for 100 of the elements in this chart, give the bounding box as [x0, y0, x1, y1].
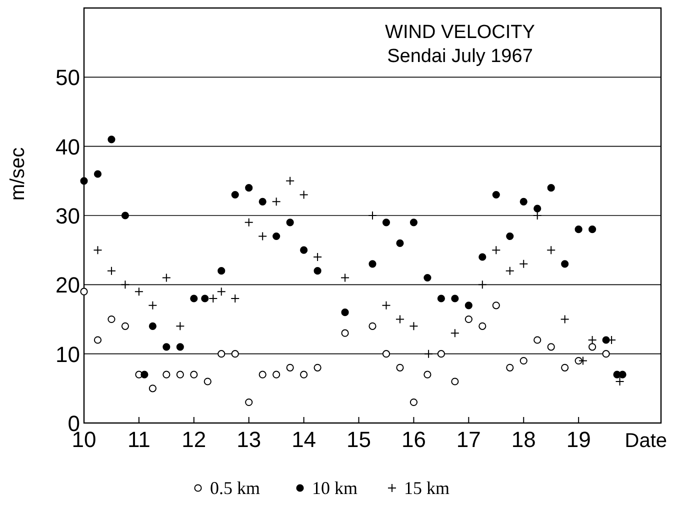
point [314, 364, 322, 372]
point [218, 267, 226, 275]
point [451, 294, 459, 302]
point [176, 370, 184, 378]
point [492, 190, 500, 199]
point [244, 218, 254, 227]
point [108, 315, 116, 324]
point [314, 267, 322, 275]
point [578, 356, 588, 366]
point [258, 232, 268, 241]
point [286, 364, 294, 372]
y-tick-label: 40 [56, 134, 80, 160]
point [134, 287, 144, 296]
point [382, 218, 390, 226]
point [561, 260, 569, 268]
legend-label: 15 km [404, 478, 450, 498]
point [162, 273, 171, 282]
point [93, 246, 102, 255]
point [286, 218, 294, 226]
point [410, 398, 418, 406]
point [341, 329, 349, 337]
x-tick-label: 17 [456, 427, 481, 452]
point [588, 226, 596, 234]
point [424, 274, 432, 282]
point [108, 136, 116, 144]
point [299, 190, 308, 200]
point [409, 322, 418, 331]
x-tick-label: 19 [566, 427, 591, 452]
point [464, 315, 472, 324]
point [451, 378, 459, 386]
point [258, 198, 266, 206]
point [190, 370, 198, 378]
point [602, 350, 610, 358]
point [106, 266, 116, 276]
point [410, 218, 418, 226]
x-tick-label: 18 [511, 427, 536, 452]
point [395, 314, 404, 324]
point [80, 288, 88, 296]
point [230, 294, 240, 303]
point [340, 273, 350, 282]
point [382, 300, 391, 310]
point [588, 336, 597, 344]
x-axis-title: Date [624, 430, 667, 452]
point [162, 343, 170, 351]
point [121, 322, 130, 330]
point [176, 343, 184, 351]
point [208, 294, 218, 303]
point [534, 204, 542, 212]
point [478, 253, 486, 261]
point [520, 356, 528, 365]
point [272, 232, 280, 240]
point [121, 212, 130, 220]
point [534, 336, 542, 344]
point [561, 364, 569, 372]
point [148, 384, 156, 392]
point [190, 294, 198, 302]
point [313, 252, 322, 262]
point [478, 322, 486, 330]
point [618, 370, 626, 378]
point [245, 184, 253, 192]
point [615, 377, 624, 386]
point [574, 226, 582, 234]
point [94, 336, 102, 344]
point [519, 259, 528, 268]
point [547, 343, 555, 351]
point [300, 370, 308, 378]
point [231, 350, 239, 358]
x-tick-label: 13 [236, 427, 262, 452]
point [492, 246, 501, 255]
point [396, 239, 404, 247]
text: Sendai July 1967 [387, 46, 533, 67]
point [424, 349, 434, 358]
point [148, 322, 156, 330]
point [396, 364, 404, 372]
point [272, 370, 280, 378]
point [258, 370, 266, 378]
point [424, 370, 432, 378]
point [450, 328, 460, 338]
point [560, 314, 570, 324]
point [218, 350, 226, 358]
point [478, 280, 487, 290]
point [176, 322, 185, 331]
point [588, 343, 596, 351]
point [532, 211, 542, 220]
point [201, 294, 209, 302]
y-tick-label: 20 [56, 272, 80, 298]
x-tick-label: 15 [346, 427, 372, 452]
y-tick-label: 30 [56, 204, 80, 228]
legend-label: 0.5 km [210, 478, 260, 498]
point [162, 370, 170, 378]
x-tick-label: 12 [182, 427, 206, 452]
point [492, 302, 500, 310]
point [547, 184, 555, 192]
point [341, 308, 349, 316]
point [437, 350, 445, 358]
point [120, 280, 130, 290]
point [382, 350, 390, 358]
point [506, 232, 514, 240]
text: WIND VELOCITY [385, 22, 536, 43]
x-tick-label: 14 [292, 427, 316, 452]
